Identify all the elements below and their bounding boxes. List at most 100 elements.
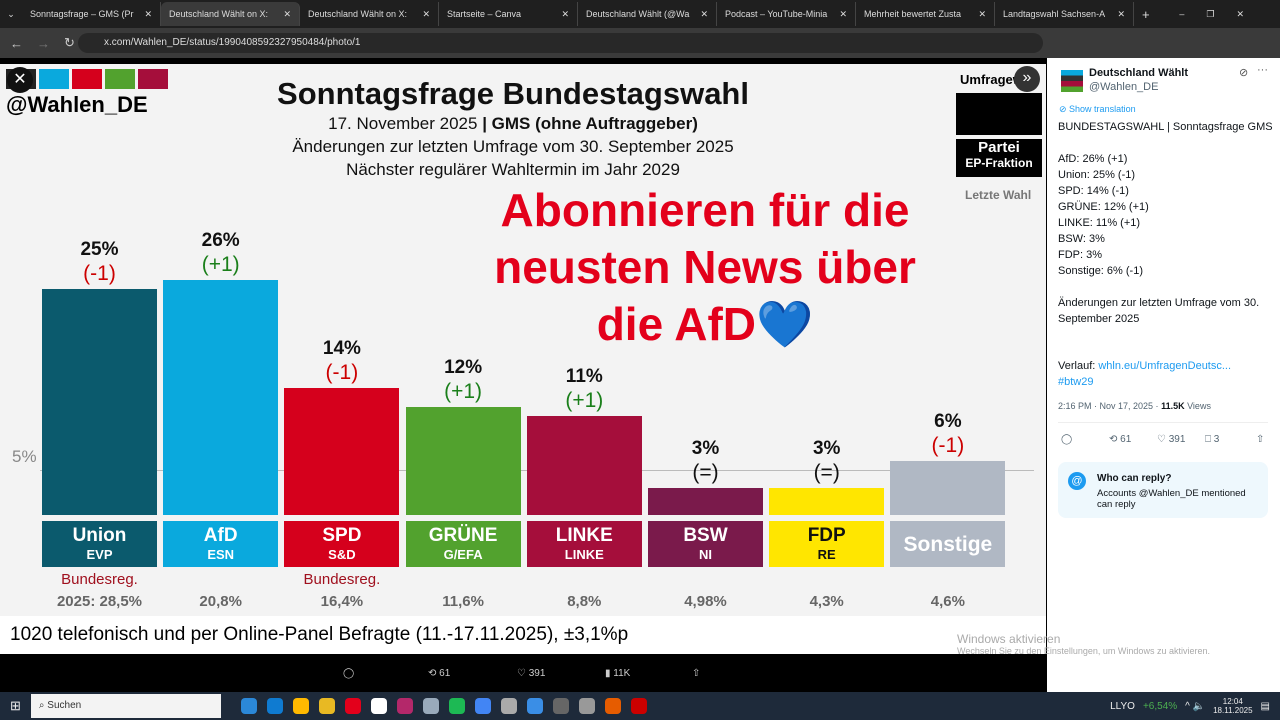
verlauf-link[interactable]: whln.eu/UmfragenDeutsc... [1098, 360, 1232, 372]
close-tab-icon[interactable]: ✕ [283, 8, 291, 19]
party-label: AfD ESN [163, 521, 279, 567]
notification-icon[interactable]: ▤ [1260, 700, 1270, 712]
tab-search-icon[interactable]: ⌄ [7, 8, 15, 19]
grok-icon[interactable]: ⊘ [1239, 67, 1249, 79]
next-icon[interactable]: » [1014, 66, 1040, 92]
taskbar-app-icon[interactable] [292, 698, 309, 714]
party-label: GRÜNE G/EFA [405, 521, 521, 567]
browser-tab[interactable]: Startseite – Canva ✕ [439, 2, 578, 26]
taskbar-app-icon[interactable] [474, 698, 491, 714]
subtitle: Änderungen zur letzten Umfrage vom 30. S… [292, 137, 734, 156]
graphic-title: Sonntagsfrage Bundestagswahl [277, 76, 749, 111]
close-tab-icon[interactable]: ✕ [978, 8, 986, 19]
clock[interactable]: 12:04 18.11.2025 [1213, 697, 1253, 715]
taskbar-app-icon[interactable] [422, 698, 439, 714]
tab-title: Deutschland Wählt (@Wa [586, 9, 690, 19]
bar [769, 487, 885, 515]
share-icon[interactable]: ⇧ [692, 668, 701, 679]
last-election-value: 4,98% [684, 593, 727, 610]
taskbar-app-icon[interactable] [318, 698, 335, 714]
value-label: 25% [80, 239, 119, 260]
taskbar-app-icon[interactable] [448, 698, 465, 714]
reply-icon[interactable]: ◯ [343, 668, 355, 679]
show-translation[interactable]: ⊘ Show translation [1059, 104, 1136, 114]
tab-title: Deutschland Wählt on X: [308, 9, 408, 19]
taskbar-app-icon[interactable] [500, 698, 517, 714]
tweet-line: GRÜNE: 12% (+1) [1058, 201, 1149, 213]
taskbar-app-icon[interactable] [604, 698, 621, 714]
browser-tab[interactable]: Sonntagsfrage – GMS (Pr ✕ [22, 2, 161, 26]
back-icon[interactable]: ← [10, 35, 23, 51]
browser-tab[interactable]: Landtagswahl Sachsen-A ✕ [995, 2, 1134, 26]
window-controls[interactable]: –❐✕ [1179, 8, 1266, 19]
stock-ticker[interactable]: LLYO [1110, 700, 1135, 712]
taskbar-search[interactable]: ⌕ Suchen [30, 694, 221, 718]
taskbar-app-icon[interactable] [266, 698, 283, 714]
change-label: (-1) [83, 262, 116, 285]
tab-title: Deutschland Wählt on X: [169, 9, 269, 19]
tweet-line: FDP: 3% [1058, 249, 1103, 261]
party-label: FDP RE [769, 521, 885, 567]
change-label: (=) [813, 460, 840, 484]
close-tab-icon[interactable]: ✕ [1117, 8, 1125, 19]
taskbar-app-icon[interactable] [240, 698, 257, 714]
reply-icon[interactable]: ◯ [1061, 434, 1073, 445]
last-election-value: 4,6% [930, 593, 965, 610]
taskbar-app-icon[interactable] [552, 698, 569, 714]
taskbar-app-icon[interactable] [630, 698, 647, 714]
avatar[interactable] [1061, 70, 1083, 92]
bar [526, 415, 642, 515]
browser-tab[interactable]: Podcast – YouTube-Minia ✕ [717, 2, 856, 26]
tweet-panel: Deutschland Wählt @Wahlen_DE ⊘ ··· ⊘ Sho… [1047, 58, 1280, 692]
more-icon[interactable]: ··· [1257, 64, 1268, 76]
author-name[interactable]: Deutschland Wählt [1089, 67, 1189, 79]
browser-tab[interactable]: Deutschland Wählt on X: ✕ [300, 2, 439, 26]
tweet-line [1058, 279, 1273, 295]
taskbar-app-icon[interactable] [370, 698, 387, 714]
views-button[interactable]: ▮ 11K [605, 668, 631, 679]
retweet-button[interactable]: ⟲ 61 [1109, 434, 1132, 445]
taskbar-app-icon[interactable] [396, 698, 413, 714]
share-icon[interactable]: ⇧ [1256, 434, 1265, 445]
retweet-button[interactable]: ⟲ 61 [428, 668, 451, 679]
legend-partei: Partei EP-Fraktion [956, 139, 1042, 177]
taskbar-app-icon[interactable] [578, 698, 595, 714]
reload-icon[interactable]: ↻ [64, 35, 75, 50]
close-icon[interactable]: ✕ [7, 67, 33, 93]
last-election-value: 20,8% [199, 593, 242, 610]
tab-title: Landtagswahl Sachsen-A [1003, 9, 1106, 19]
value-label: 3% [812, 437, 841, 459]
taskbar-app-icon[interactable] [344, 698, 361, 714]
close-tab-icon[interactable]: ✕ [422, 8, 430, 19]
author-handle[interactable]: @Wahlen_DE [1089, 81, 1159, 93]
close-tab-icon[interactable]: ✕ [144, 8, 152, 19]
change-label: (=) [692, 460, 719, 484]
close-tab-icon[interactable]: ✕ [700, 8, 708, 19]
taskbar-apps [240, 698, 647, 714]
hashtag-link[interactable]: #btw29 [1058, 376, 1094, 388]
tweet-line: BUNDESTAGSWAHL | Sonntagsfrage GMS [1058, 121, 1273, 133]
activation-watermark: Windows aktivieren Wechseln Sie zu den Ei… [957, 632, 1210, 656]
close-tab-icon[interactable]: ✕ [561, 8, 569, 19]
bar [284, 388, 400, 515]
like-button[interactable]: ♡ 391 [517, 668, 546, 679]
like-button[interactable]: ♡ 391 [1157, 434, 1186, 445]
address-bar[interactable]: x.com/Wahlen_DE/status/19904085923279504… [78, 33, 1043, 53]
bookmark-button[interactable]: ⎕ 3 [1205, 434, 1220, 445]
browser-tab[interactable]: Mehrheit bewertet Zusta ✕ [856, 2, 995, 26]
change-label: (-1) [931, 433, 965, 457]
forward-icon[interactable]: → [37, 35, 50, 51]
party-label: Sonstige [890, 521, 1006, 567]
browser-tab[interactable]: Deutschland Wählt (@Wa ✕ [578, 2, 717, 26]
taskbar-app-icon[interactable] [526, 698, 543, 714]
legend-box [956, 93, 1042, 135]
start-icon[interactable]: ⊞ [10, 698, 21, 713]
close-tab-icon[interactable]: ✕ [839, 8, 847, 19]
at-icon: @ [1068, 472, 1086, 490]
browser-tab[interactable]: Deutschland Wählt on X: ✕ [161, 2, 300, 26]
threshold-label: 5% [12, 447, 37, 466]
tweet-line [1058, 135, 1273, 151]
tray-icons[interactable]: ^ 🔈 [1185, 700, 1206, 712]
new-tab-icon[interactable]: + [1142, 6, 1150, 22]
photo-action-bar: ◯ ⟲ 61 ♡ 391 ▮ 11K ⇧ [0, 654, 1046, 692]
